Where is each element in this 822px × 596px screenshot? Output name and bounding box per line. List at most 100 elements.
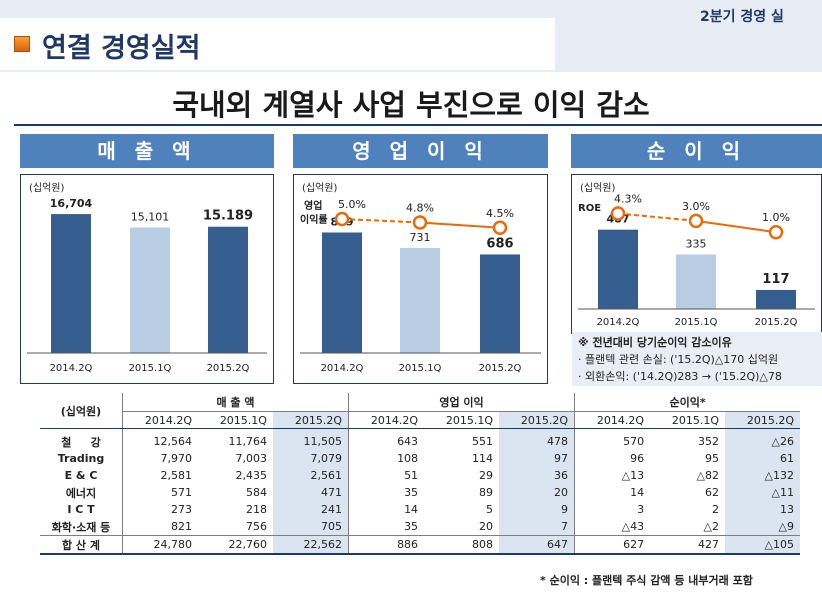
headline-rule xyxy=(14,124,822,126)
net-income-notes: ※ 전년대비 당기순이익 감소이유 · 플랜텍 관련 손실: ('15.2Q)△… xyxy=(572,332,822,386)
bar-value-label: 16,704 xyxy=(50,197,93,210)
table-cell: 20 xyxy=(498,484,575,501)
notes-line-2: · 외환손익: ('14.2Q)283 → ('15.2Q)△78 xyxy=(578,370,782,383)
margin-point-label: 3.0% xyxy=(682,200,710,213)
category-label: 2014.2Q xyxy=(597,317,640,328)
table-cell: △13 xyxy=(574,467,651,484)
category-label: 2014.2Q xyxy=(321,363,364,374)
table-cell: 11,764 xyxy=(228,435,267,448)
table-row: 에너지 571 584 471 35 89 20 14 62 △11 xyxy=(40,484,800,501)
margin-point xyxy=(412,215,428,230)
period-header: 2014.2Q xyxy=(348,411,425,429)
period-header: 2014.2Q xyxy=(122,411,199,429)
table-row: Trading 7,970 7,003 7,079 108 114 97 96 95 61 xyxy=(40,450,800,467)
bar-value-label: 335 xyxy=(686,237,707,250)
table-cell: 886 xyxy=(348,535,425,555)
bar-value-label: 15.189 xyxy=(203,209,253,224)
table-cell: 3 xyxy=(574,501,651,518)
bar-2015.2Q xyxy=(480,254,520,353)
table-cell: 478 xyxy=(498,428,575,450)
margin-line-segment-1 xyxy=(617,212,697,222)
table-group-op: 영업 이익 xyxy=(348,393,575,412)
table-cell: 570 xyxy=(574,428,651,450)
table-cell: 7,003 xyxy=(235,452,267,465)
table-cell: 22,760 xyxy=(198,535,273,555)
table-row: 철 강 12,564 11,764 11,505 643 551 478 570 352 △26 xyxy=(40,428,800,450)
bar-2015.1Q xyxy=(676,254,716,309)
table-row: E & C 2,581 2,435 2,561 51 29 36 △13 △82 △132 xyxy=(40,467,800,484)
table-cell: 108 xyxy=(348,450,425,467)
op-panel-title: 영 업 이 익 xyxy=(293,134,548,168)
table-cell: 29 xyxy=(478,469,493,482)
table-cell: 471 xyxy=(272,484,349,501)
table-cell: △43 xyxy=(574,518,651,536)
table-cell: △105 xyxy=(725,535,800,555)
page-title: 연결 경영실적 xyxy=(42,33,201,64)
table-cell: △9 xyxy=(725,518,800,536)
table-row: I C T 273 218 241 14 5 9 3 2 13 xyxy=(40,501,800,518)
table-cell: 551 xyxy=(471,435,493,448)
category-label: 2015.1Q xyxy=(675,317,718,328)
section-label: 2분기 경영 실 xyxy=(700,9,784,25)
sales-chart: (십억원) 16,704 2014.2Q 15,101 2015.1Q 15.189 201… xyxy=(27,182,267,374)
results-table: (십억원) 매 출 액 영업 이익 순이익* 2014.2Q 2015.1Q 201… xyxy=(40,393,800,555)
sales-chart-box: (십억원) 16,704 2014.2Q 15,101 2015.1Q 15.189 201… xyxy=(20,174,274,384)
chart-unit-label: (십억원) xyxy=(580,182,616,194)
category-label: 2015.2Q xyxy=(479,363,522,374)
period-header: 2015.2Q xyxy=(725,411,800,429)
row-label: E & C xyxy=(64,469,98,482)
table-period-row: 2014.2Q 2015.1Q 2015.2Q 2014.2Q 2015.1Q 2015.… xyxy=(40,411,800,429)
table-cell: 13 xyxy=(725,501,800,518)
margin-point-label: 5.0% xyxy=(338,198,366,211)
table-cell: 11,505 xyxy=(272,428,349,450)
table-cell: 2,581 xyxy=(122,467,199,484)
table-cell: 96 xyxy=(574,450,651,467)
table-cell: 14 xyxy=(348,501,425,518)
sales-panel-title: 매 출 액 xyxy=(20,134,274,168)
period-header: 2015.1Q xyxy=(424,411,499,429)
table-cell: 97 xyxy=(498,450,575,467)
table-cell: 2,435 xyxy=(235,469,267,482)
table-cell: 7,970 xyxy=(122,450,199,467)
table-cell: 808 xyxy=(424,535,499,555)
bar-2015.2Q xyxy=(756,289,796,309)
chart-unit-label: (십억원) xyxy=(302,182,338,194)
table-cell: 20 xyxy=(478,520,493,533)
table-cell: 427 xyxy=(650,535,725,555)
table-cell: 36 xyxy=(498,467,575,484)
table-group-sales: 매 출 액 xyxy=(121,393,349,412)
margin-point xyxy=(492,220,508,235)
table-group-net: 순이익* xyxy=(574,393,800,412)
table-cell: 5 xyxy=(485,503,493,516)
table-cell: 114 xyxy=(471,452,493,465)
net-chart: (십억원)4872014.2Q3352015.1Q1172015.2Q4.3%3… xyxy=(578,182,815,328)
table-cell: 22,562 xyxy=(272,535,349,555)
table-cell: △11 xyxy=(725,484,800,501)
margin-series-label: 이익률 xyxy=(300,213,328,226)
table-cell: 35 xyxy=(348,484,425,501)
roe-series-label: ROE xyxy=(578,203,601,214)
footnote: * 순이익 : 플랜텍 주식 감액 등 내부거래 포함 xyxy=(540,574,753,587)
margin-point xyxy=(334,211,350,227)
table-cell: 12,564 xyxy=(122,428,199,450)
margin-point xyxy=(768,224,784,240)
table-cell: 95 xyxy=(705,452,719,465)
bar-2014.2Q xyxy=(51,214,91,353)
chart-unit-label: (십억원) xyxy=(29,182,65,194)
period-header: 2015.1Q xyxy=(198,411,273,429)
bar-value-label: 686 xyxy=(486,236,513,251)
table-cell: 89 xyxy=(478,486,493,499)
bar-2014.2Q xyxy=(322,232,362,353)
category-label: 2014.2Q xyxy=(50,363,93,374)
bar-value-label: 117 xyxy=(762,272,789,287)
bar-value-label: 15,101 xyxy=(131,210,170,223)
table-cell: 584 xyxy=(245,486,267,499)
margin-line-segment-2 xyxy=(419,221,501,229)
category-label: 2015.1Q xyxy=(399,363,442,374)
category-label: 2015.1Q xyxy=(129,363,172,374)
table-cell: 218 xyxy=(245,503,267,516)
category-label: 2015.2Q xyxy=(755,317,798,328)
table-cell: 273 xyxy=(122,501,199,518)
op-chart-box: (십억원)8392014.2Q7312015.1Q6862015.2Q5.0%4… xyxy=(293,174,548,384)
table-cell: △82 xyxy=(696,469,719,482)
